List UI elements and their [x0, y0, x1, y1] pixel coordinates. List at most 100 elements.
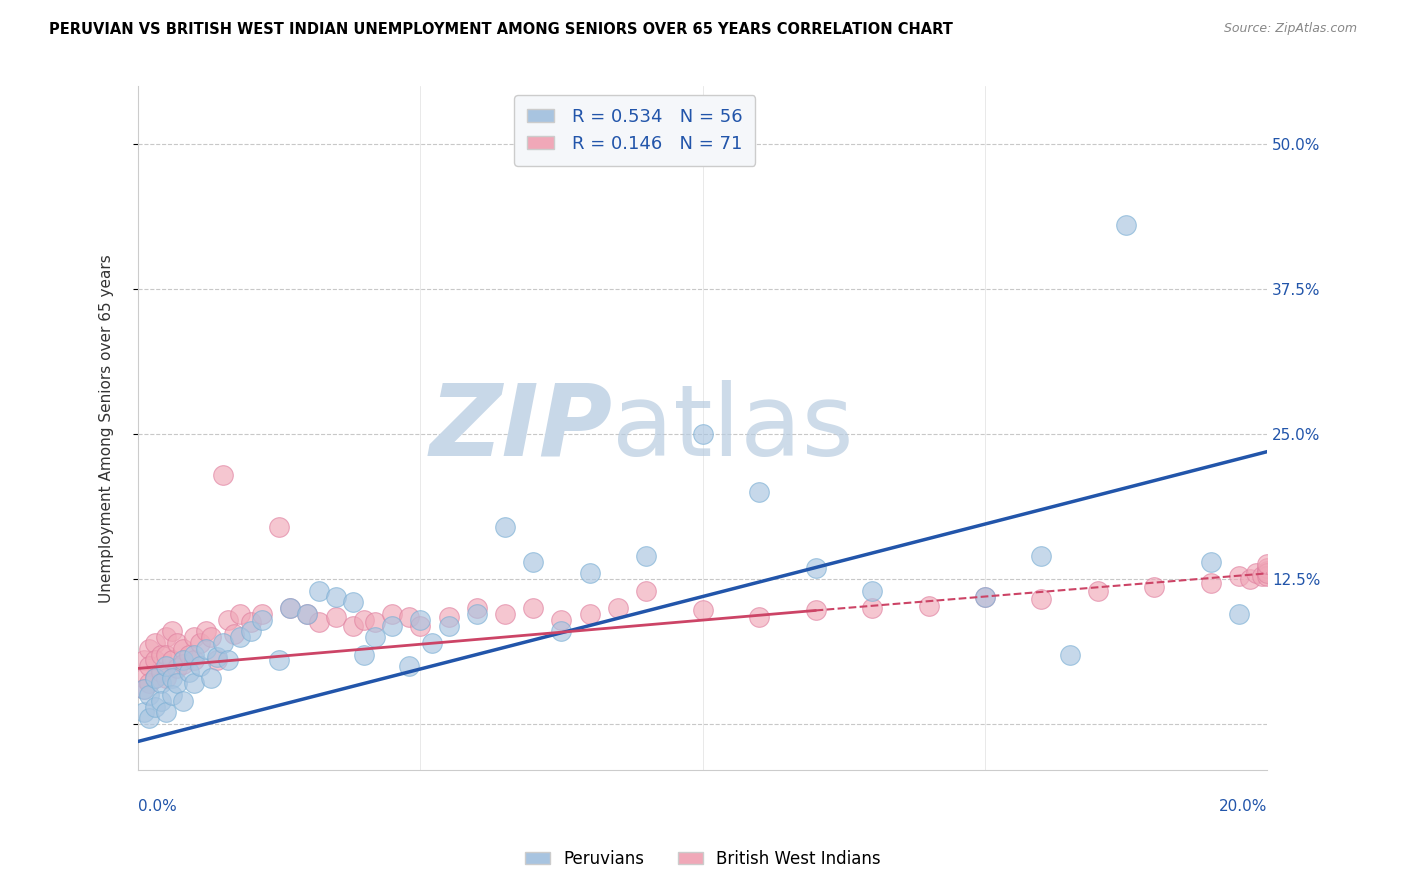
Point — [166, 661, 188, 675]
Point — [297, 607, 319, 621]
Point — [860, 601, 883, 615]
Legend: R = 0.534   N = 56, R = 0.146   N = 71: R = 0.534 N = 56, R = 0.146 N = 71 — [515, 95, 755, 166]
Point — [1256, 568, 1278, 582]
Point — [143, 671, 166, 685]
Point — [160, 688, 183, 702]
Point — [325, 590, 347, 604]
Point — [636, 583, 658, 598]
Point — [239, 615, 262, 629]
Text: PERUVIAN VS BRITISH WEST INDIAN UNEMPLOYMENT AMONG SENIORS OVER 65 YEARS CORRELA: PERUVIAN VS BRITISH WEST INDIAN UNEMPLOY… — [49, 22, 953, 37]
Point — [607, 601, 630, 615]
Point — [692, 427, 714, 442]
Point — [155, 706, 177, 720]
Point — [250, 613, 273, 627]
Point — [550, 624, 572, 639]
Point — [974, 590, 997, 604]
Point — [194, 641, 217, 656]
Point — [420, 636, 443, 650]
Point — [160, 653, 183, 667]
Point — [138, 688, 160, 702]
Text: ZIP: ZIP — [429, 380, 612, 477]
Point — [228, 607, 250, 621]
Point — [1199, 555, 1222, 569]
Point — [143, 653, 166, 667]
Point — [217, 613, 239, 627]
Point — [364, 615, 387, 629]
Point — [177, 665, 200, 679]
Point — [200, 630, 222, 644]
Point — [917, 599, 939, 613]
Point — [149, 676, 172, 690]
Point — [172, 694, 194, 708]
Point — [804, 560, 827, 574]
Point — [194, 624, 217, 639]
Point — [211, 636, 233, 650]
Point — [636, 549, 658, 563]
Point — [1031, 549, 1053, 563]
Point — [217, 653, 239, 667]
Point — [748, 610, 770, 624]
Point — [166, 676, 188, 690]
Point — [578, 607, 600, 621]
Point — [398, 610, 420, 624]
Point — [1244, 566, 1267, 581]
Point — [138, 659, 160, 673]
Point — [692, 603, 714, 617]
Point — [138, 676, 160, 690]
Point — [172, 641, 194, 656]
Point — [172, 653, 194, 667]
Point — [1115, 219, 1137, 233]
Point — [155, 671, 177, 685]
Point — [437, 610, 460, 624]
Point — [1256, 564, 1278, 578]
Point — [188, 659, 211, 673]
Point — [172, 657, 194, 671]
Point — [205, 653, 228, 667]
Point — [381, 618, 404, 632]
Point — [155, 659, 177, 673]
Point — [1250, 568, 1272, 582]
Point — [132, 706, 155, 720]
Point — [308, 583, 330, 598]
Point — [465, 607, 488, 621]
Point — [269, 653, 291, 667]
Point — [143, 636, 166, 650]
Point — [398, 659, 420, 673]
Point — [205, 649, 228, 664]
Point — [132, 671, 155, 685]
Point — [325, 610, 347, 624]
Text: Source: ZipAtlas.com: Source: ZipAtlas.com — [1223, 22, 1357, 36]
Point — [409, 618, 432, 632]
Point — [465, 601, 488, 615]
Point — [297, 607, 319, 621]
Point — [1199, 575, 1222, 590]
Point — [804, 603, 827, 617]
Point — [143, 671, 166, 685]
Y-axis label: Unemployment Among Seniors over 65 years: Unemployment Among Seniors over 65 years — [100, 254, 114, 603]
Point — [149, 648, 172, 662]
Point — [494, 607, 516, 621]
Point — [280, 601, 302, 615]
Point — [1031, 591, 1053, 606]
Point — [183, 676, 205, 690]
Point — [160, 671, 183, 685]
Point — [578, 566, 600, 581]
Point — [1239, 572, 1261, 586]
Point — [183, 653, 205, 667]
Point — [342, 595, 364, 609]
Text: 0.0%: 0.0% — [138, 799, 177, 814]
Point — [522, 555, 544, 569]
Text: atlas: atlas — [612, 380, 853, 477]
Point — [269, 520, 291, 534]
Point — [188, 636, 211, 650]
Text: 20.0%: 20.0% — [1219, 799, 1267, 814]
Point — [200, 671, 222, 685]
Point — [353, 613, 375, 627]
Point — [166, 636, 188, 650]
Point — [280, 601, 302, 615]
Point — [138, 711, 160, 725]
Point — [149, 665, 172, 679]
Point — [138, 641, 160, 656]
Point — [250, 607, 273, 621]
Point — [1256, 566, 1278, 581]
